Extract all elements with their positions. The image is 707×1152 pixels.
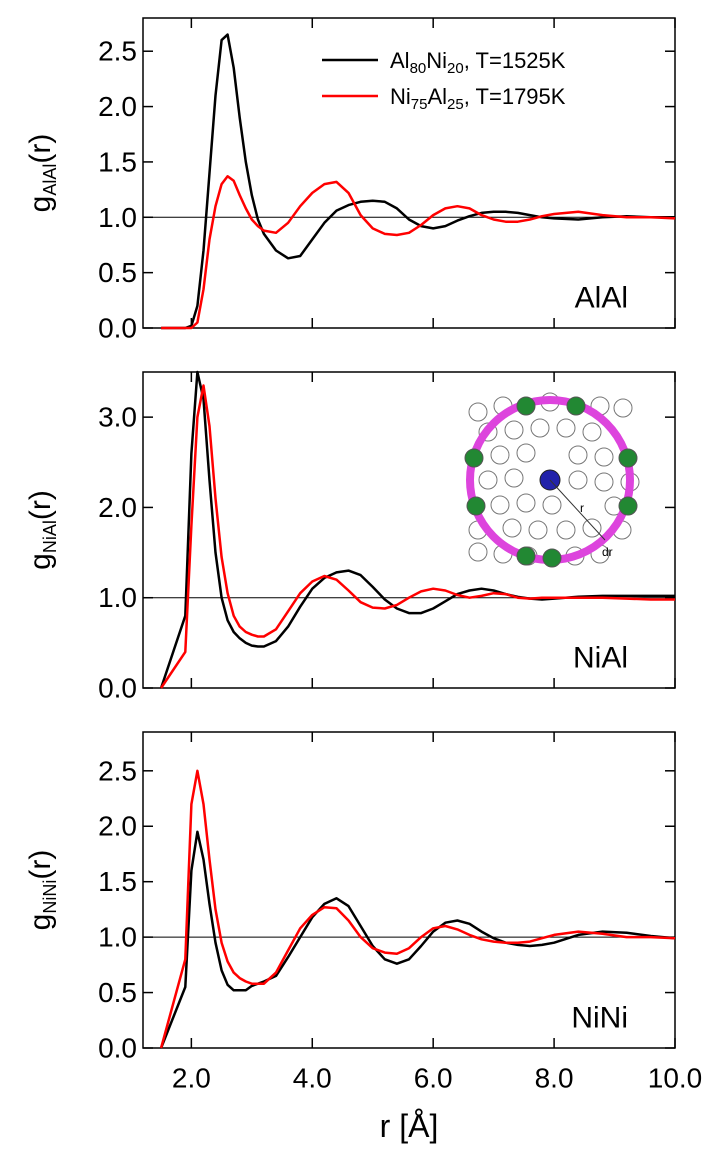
plot-frame — [142, 371, 676, 689]
panel-label: NiAl — [573, 642, 628, 675]
text-part: g — [24, 553, 57, 570]
y-tick-label: 3.0 — [98, 402, 137, 433]
y-tick-label: 1.0 — [98, 582, 137, 613]
y-tick-label: 0.0 — [98, 673, 137, 704]
y-axis-label: gAlAl(r) — [24, 134, 61, 213]
text-part: , T=1525K — [464, 48, 566, 73]
data-line — [161, 175, 676, 330]
inset-diagram — [464, 392, 640, 568]
y-tick-label: 2.5 — [98, 755, 137, 786]
y-tick-label: 0.5 — [98, 257, 137, 288]
x-tick-label: 8.0 — [535, 1063, 574, 1094]
y-axis-label: gNiNi(r) — [24, 850, 61, 931]
y-tick-label: 2.0 — [98, 811, 137, 842]
panel-label: AlAl — [575, 282, 628, 315]
text-part: Al — [390, 48, 410, 73]
x-tick-label: 2.0 — [172, 1063, 211, 1094]
plot-frame — [142, 17, 676, 329]
text-part: Ni — [426, 48, 447, 73]
inset-label: dr — [602, 545, 613, 559]
x-tick-label: 6.0 — [414, 1063, 453, 1094]
legend-label: Ni75Al25, T=1795K — [390, 84, 566, 114]
text-part: g — [24, 196, 57, 213]
y-tick-label: 0.0 — [98, 1033, 137, 1064]
y-tick-label: 2.5 — [98, 36, 137, 67]
y-tick-label: 1.0 — [98, 922, 137, 953]
data-line — [160, 384, 675, 689]
inset-label: r — [580, 501, 584, 515]
text-part: Ni — [390, 84, 411, 109]
subscript: AlAl — [40, 164, 60, 196]
text-part: , T=1795K — [464, 84, 566, 109]
panel-label: NiNi — [571, 1002, 628, 1035]
data-line — [159, 769, 676, 1049]
text-part: g — [24, 914, 57, 931]
x-tick-label: 10.0 — [648, 1063, 703, 1094]
subscript: NiNi — [40, 880, 60, 914]
text-part: (r) — [24, 490, 57, 520]
y-tick-label: 0.0 — [98, 313, 137, 344]
text-part: Al — [427, 84, 447, 109]
plot-frame — [142, 731, 676, 1049]
text-part: (r) — [24, 850, 57, 880]
legend-label: Al80Ni20, T=1525K — [390, 48, 566, 78]
data-line — [159, 830, 676, 1049]
x-axis-label: r [Å] — [380, 1108, 439, 1144]
y-tick-label: 2.0 — [98, 91, 137, 122]
subscript: 75 — [411, 96, 428, 113]
x-tick-label: 4.0 — [293, 1063, 332, 1094]
subscript: NiAl — [40, 520, 60, 553]
subscript: 20 — [447, 60, 464, 77]
y-tick-label: 1.0 — [98, 202, 137, 233]
text-part: (r) — [24, 134, 57, 164]
y-tick-label: 1.5 — [98, 866, 137, 897]
y-axis-label: gNiAl(r) — [24, 490, 61, 570]
y-tick-label: 2.0 — [98, 492, 137, 523]
subscript: 25 — [447, 96, 464, 113]
y-tick-label: 1.5 — [98, 146, 137, 177]
subscript: 80 — [410, 60, 427, 77]
y-tick-label: 0.5 — [98, 977, 137, 1008]
